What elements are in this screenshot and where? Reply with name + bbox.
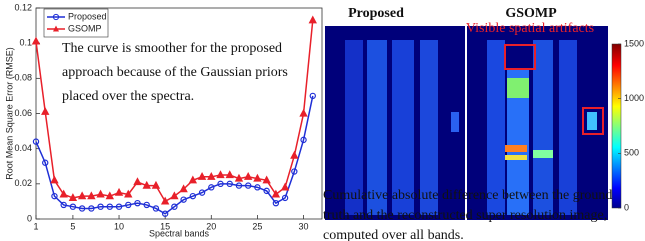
page: {"chart_data": {"type": "line", "x_label… [0,0,645,241]
x-tick-label: 5 [70,221,75,231]
colorbar-tick-label: 500 [624,148,639,158]
x-tick-label: 1 [33,221,38,231]
x-tick-label: 30 [299,221,309,231]
y-tick-label: 0.06 [14,108,32,118]
panel-title: Proposed [348,6,404,21]
colorbar-tick-label: 1500 [624,38,644,48]
image-hotspot [533,150,553,158]
y-tick-label: 0.12 [14,2,32,12]
y-tick-label: 0.1 [19,38,32,48]
image-hotspot [507,78,529,98]
image-hotspot [587,112,597,130]
y-tick-label: 0.04 [14,143,32,153]
y-tick-label: 0.08 [14,73,32,83]
legend-label: Proposed [68,11,107,21]
legend-label: GSOMP [68,23,102,33]
image-stripe [451,112,459,132]
y-tick-label: 0.02 [14,178,32,188]
image-hotspot [505,145,527,152]
x-axis-label: Spectral bands [149,228,210,238]
caption: truth and the reconstructed super resolu… [323,208,607,223]
caption: computed over all bands. [323,228,464,241]
plot-area [36,8,322,219]
caption: Cumulative absolute difference between t… [323,188,612,203]
x-tick-label: 25 [252,221,262,231]
callout: Visible spatial artifacts [466,21,594,36]
colorbar [612,44,621,208]
annotation: approach because of the Gaussian priors [62,65,288,80]
figure: Proposed GSOMP Visible spatial artifacts… [0,0,645,241]
colorbar-tick-label: 1000 [624,93,644,103]
x-tick-label: 10 [114,221,124,231]
annotation: The curve is smoother for the proposed [62,41,282,56]
panel-title: GSOMP [505,6,557,21]
y-tick-label: 0 [27,213,32,223]
y-axis-label: Root Mean Square Error (RMSE) [4,47,14,180]
colorbar-tick-label: 0 [624,202,629,212]
annotation: placed over the spectra. [62,89,194,104]
image-hotspot [505,155,527,160]
